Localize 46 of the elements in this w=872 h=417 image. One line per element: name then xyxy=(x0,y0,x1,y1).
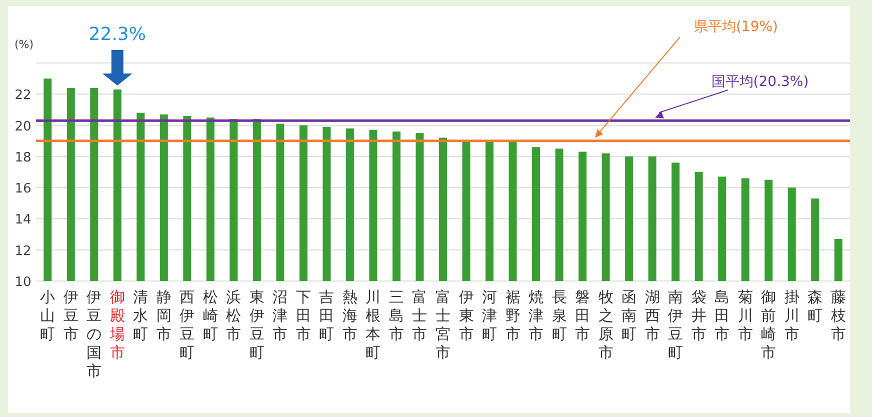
x-tick-label: 東伊豆町 xyxy=(249,288,264,362)
y-tick-label: 14 xyxy=(14,212,32,228)
x-tick-label: 御前崎市 xyxy=(761,288,776,362)
x-tick-label: 藤枝市 xyxy=(830,288,846,343)
x-tick-label: 吉田町 xyxy=(319,288,334,343)
x-tick-label: 御殿場市 xyxy=(108,288,125,362)
x-tick-label: 南伊豆町 xyxy=(668,288,684,362)
x-tick-label: 西伊豆町 xyxy=(180,288,195,362)
x-tick-label: 伊豆の国市 xyxy=(86,288,102,380)
x-tick-label: 伊東市 xyxy=(458,288,474,343)
x-tick-label: 森町 xyxy=(808,288,823,324)
y-tick-label: 10 xyxy=(14,275,32,290)
x-tick-label: 小山町 xyxy=(40,288,56,343)
ref-line-label: 国平均(20.3%) xyxy=(711,74,809,90)
x-tick-label: 伊豆市 xyxy=(63,288,78,343)
x-tick-label: 川根本町 xyxy=(366,288,381,362)
x-tick-label: 掛川市 xyxy=(784,288,800,343)
x-tick-label: 焼津市 xyxy=(528,288,544,343)
x-tick-label: 磐田市 xyxy=(575,288,590,343)
x-tick-label: 下田市 xyxy=(296,288,311,343)
x-tick-label: 松崎町 xyxy=(202,288,218,343)
y-tick-label: 20 xyxy=(14,119,32,134)
y-tick-label: 22 xyxy=(14,88,32,104)
x-tick-label: 長泉町 xyxy=(552,288,567,343)
y-tick-label: 16 xyxy=(14,182,32,197)
x-tick-label: 菊川市 xyxy=(738,288,753,343)
x-tick-label: 函南町 xyxy=(622,288,637,343)
x-tick-label: 熱海市 xyxy=(342,288,358,343)
x-tick-label: 静岡市 xyxy=(156,288,172,343)
ref-line-label: 県平均(19%) xyxy=(694,19,778,35)
x-tick-label: 裾野市 xyxy=(505,288,520,343)
x-tick-label: 富士宮市 xyxy=(436,288,450,362)
x-tick-label: 島田市 xyxy=(714,288,730,343)
x-tick-label: 三島市 xyxy=(388,288,404,343)
y-axis-title: (%) xyxy=(14,38,34,51)
y-tick-label: 12 xyxy=(14,244,32,259)
y-tick-label: 18 xyxy=(14,150,32,166)
x-tick-label: 清水町 xyxy=(133,288,148,343)
x-tick-label: 湖西市 xyxy=(644,288,660,343)
x-tick-label: 河津町 xyxy=(482,288,498,343)
x-tick-label: 沼津市 xyxy=(272,288,288,343)
x-tick-label: 富士市 xyxy=(412,288,428,343)
x-tick-label: 牧之原市 xyxy=(598,288,614,362)
x-tick-label: 袋井市 xyxy=(691,288,706,343)
x-tick-label: 浜松市 xyxy=(226,288,242,343)
annotation: 22.3% xyxy=(88,24,146,45)
